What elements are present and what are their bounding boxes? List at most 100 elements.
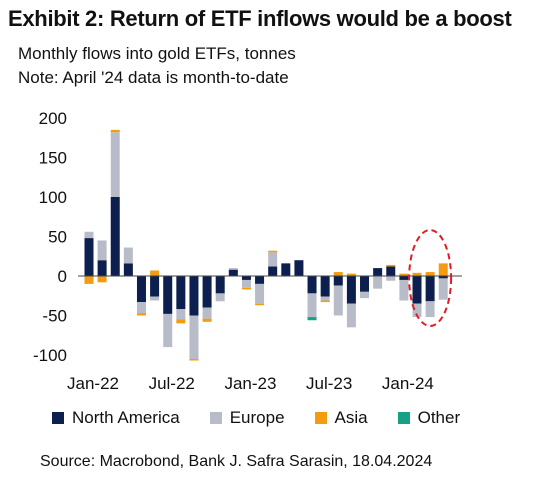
- bar-europe-jul-23: [320, 296, 330, 301]
- bar-europe-mar-23: [268, 252, 278, 267]
- bar-europe-nov-23: [373, 276, 383, 289]
- bar-north-america-may-22: [136, 276, 146, 303]
- bar-asia-sep-23: [346, 273, 356, 276]
- bar-europe-apr-24: [438, 278, 448, 300]
- legend-label-asia: Asia: [334, 408, 368, 427]
- bar-europe-feb-24: [412, 303, 422, 318]
- bar-asia-sep-22: [189, 358, 199, 361]
- bar-europe-nov-22: [215, 293, 225, 302]
- bar-asia-feb-23: [255, 303, 265, 306]
- bar-europe-feb-22: [97, 240, 107, 261]
- bar-asia-jan-22: [84, 276, 94, 284]
- bar-north-america-oct-22: [202, 276, 212, 308]
- y-tick-label: 100: [39, 188, 67, 207]
- y-axis-ticks: 200 150 100 50 0 -50 -100: [33, 109, 67, 365]
- y-tick-label: 200: [39, 109, 67, 128]
- legend-label-north-america: North America: [72, 408, 180, 427]
- bar-europe-dec-22: [228, 268, 238, 270]
- bar-europe-sep-22: [189, 315, 199, 359]
- legend-item-europe: Europe: [209, 408, 285, 428]
- x-axis-ticks: Jan-22 Jul-22 Jan-23 Jul-23 Jan-24: [67, 374, 434, 393]
- bar-asia-dec-23: [386, 264, 396, 267]
- bar-asia-jun-22: [150, 270, 160, 276]
- bar-north-america-jul-22: [163, 276, 173, 314]
- chart-legend: North America Europe Asia Other: [52, 408, 490, 428]
- stacked-bar-chart: 200 150 100 50 0 -50 -100 Jan-22 Jul-22 Jan-23 Ju…: [33, 109, 462, 393]
- bar-asia-oct-22: [202, 318, 212, 322]
- legend-item-other: Other: [397, 408, 461, 428]
- bar-north-america-aug-23: [333, 276, 343, 286]
- bar-asia-mar-24: [425, 272, 435, 276]
- legend-item-north-america: North America: [52, 408, 180, 428]
- bar-north-america-jul-23: [320, 276, 330, 297]
- highlight-ellipse: [408, 229, 453, 327]
- bar-north-america-sep-23: [346, 276, 356, 304]
- bar-europe-jul-22: [163, 313, 173, 348]
- bar-europe-oct-23: [360, 291, 370, 299]
- bar-europe-may-22: [136, 302, 146, 314]
- bar-north-america-apr-22: [123, 263, 133, 276]
- bar-north-america-jan-24: [399, 276, 409, 280]
- bar-europe-mar-22: [110, 132, 120, 197]
- bar-north-america-jun-23: [307, 276, 317, 294]
- bar-europe-dec-23: [386, 276, 396, 281]
- bar-asia-feb-24: [412, 272, 422, 276]
- legend-label-europe: Europe: [229, 408, 285, 427]
- bar-europe-jun-22: [150, 296, 160, 301]
- bar-north-america-mar-23: [268, 266, 278, 276]
- bar-asia-mar-22: [110, 129, 120, 133]
- bar-asia-apr-24: [438, 263, 448, 276]
- x-tick-label: Jan-24: [382, 374, 434, 393]
- y-tick-label: -100: [33, 346, 67, 365]
- subtitle-line-2: Note: April '24 data is month-to-date: [18, 68, 289, 87]
- bar-north-america-feb-23: [255, 276, 265, 284]
- x-tick-label: Jul-23: [306, 374, 352, 393]
- bar-north-america-oct-23: [360, 276, 370, 292]
- bar-europe-jan-23: [241, 279, 251, 288]
- bar-europe-apr-22: [123, 247, 133, 264]
- bar-europe-feb-23: [255, 283, 265, 304]
- source-note: Source: Macrobond, Bank J. Safra Sarasin…: [40, 453, 433, 470]
- bar-europe-aug-22: [176, 309, 186, 320]
- y-tick-label: 50: [48, 228, 67, 247]
- bar-north-america-feb-22: [97, 260, 107, 276]
- x-tick-label: Jan-22: [67, 374, 119, 393]
- bar-north-america-jun-22: [150, 276, 160, 297]
- bar-north-america-dec-22: [228, 269, 238, 276]
- bar-north-america-dec-23: [386, 266, 396, 276]
- bar-europe-oct-22: [202, 307, 212, 319]
- x-tick-label: Jul-22: [149, 374, 195, 393]
- legend-item-asia: Asia: [314, 408, 368, 428]
- bar-asia-aug-22: [176, 319, 186, 324]
- bar-north-america-jan-23: [241, 276, 251, 280]
- legend-label-other: Other: [417, 408, 461, 427]
- bar-europe-jan-22: [84, 231, 94, 239]
- bar-north-america-aug-22: [176, 276, 186, 310]
- bar-north-america-sep-22: [189, 276, 199, 316]
- bar-north-america-feb-24: [412, 276, 422, 304]
- bar-asia-jul-23: [320, 300, 330, 303]
- y-tick-label: -50: [42, 307, 67, 326]
- legend-swatch-north-america: [52, 412, 64, 424]
- bar-asia-mar-23: [268, 250, 278, 253]
- bar-europe-mar-24: [425, 301, 435, 318]
- bar-north-america-mar-22: [110, 197, 120, 276]
- bar-series: [84, 129, 448, 361]
- bar-asia-may-22: [136, 313, 146, 316]
- bar-other-jun-23: [307, 317, 317, 321]
- bar-north-america-mar-24: [425, 276, 435, 302]
- bar-europe-jan-24: [399, 279, 409, 301]
- bar-asia-aug-23: [333, 272, 343, 276]
- bar-north-america-apr-24: [438, 276, 448, 279]
- bar-europe-aug-23: [333, 285, 343, 316]
- y-tick-label: 0: [58, 267, 67, 286]
- legend-swatch-europe: [209, 412, 222, 424]
- bar-asia-feb-22: [97, 276, 107, 283]
- bar-europe-sep-23: [346, 303, 356, 328]
- legend-swatch-other: [397, 412, 410, 424]
- chart-title: Exhibit 2: Return of ETF inflows would b…: [8, 6, 512, 31]
- legend-swatch-asia: [314, 412, 327, 424]
- chart-subtitle: Monthly flows into gold ETFs, tonnes Not…: [18, 42, 296, 90]
- x-tick-label: Jan-23: [224, 374, 276, 393]
- bar-north-america-jan-22: [84, 238, 94, 276]
